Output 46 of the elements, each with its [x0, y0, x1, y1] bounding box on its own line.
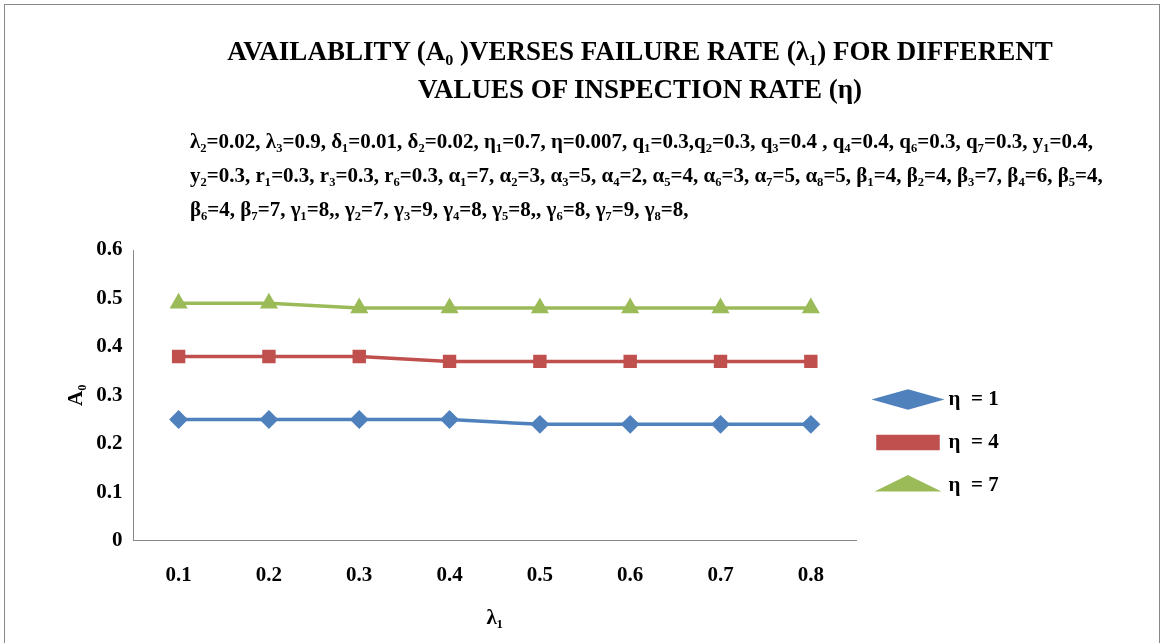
x-axis-title: λ₁ — [486, 604, 504, 629]
legend-label: η = 4 — [948, 428, 1000, 453]
point — [803, 299, 819, 314]
point — [350, 410, 368, 429]
point — [623, 354, 637, 369]
x-tick-label: 0.6 — [617, 561, 644, 586]
point — [621, 415, 639, 434]
point — [441, 299, 458, 314]
x-tick-label: 0.1 — [165, 561, 192, 586]
y-tick-label: 0 — [111, 527, 123, 552]
y-tick-label: 0.1 — [96, 478, 123, 503]
chart-subtitle: λ₂=0.02, λ₃=0.9, δ₁=0.01, δ₂=0.02, η₁=0.7, η=0.007, q₁=0.3,q₂=0.3, q₃=0.4 , q₄=0.4, q₆=0.3, q₇=0.3, y₁=0.4, y₂=0.3, r₁=0.3, r₃=0.3, r₆=0.3, α₁=7, α₂=3, α₃=5, α₄=2, α₅=4, α₆=3, α₇=5, α₈=5, β₁=4, β₂=4, β₃=7, β₄=6, β₅=4, β₆=4, β₇=7, γ₁=8,, γ₂=7, γ₃=9, γ₄=8, γ₅=8,, γ₆=8, γ₇=9, γ₈=8, — [190, 128, 1104, 223]
point — [169, 292, 188, 309]
y-tick-label: 0.2 — [96, 430, 123, 455]
point — [711, 415, 730, 434]
y-tick-label: 0.5 — [96, 284, 123, 309]
x-tick-label: 0.2 — [255, 561, 283, 586]
point — [169, 410, 188, 429]
point — [804, 354, 818, 369]
legend-label: η = 1 — [948, 385, 999, 410]
point — [533, 354, 547, 369]
point — [532, 299, 548, 314]
y-tick-label: 0.3 — [96, 381, 123, 406]
point — [442, 354, 457, 369]
x-tick-label: 0.8 — [797, 561, 824, 586]
point — [352, 349, 366, 364]
y-axis-title: A₀ — [63, 384, 88, 407]
point — [802, 415, 820, 434]
chart-title: AVAILABLITY (A₀ )VERSES FAILURE RATE (λ₁) FOR DIFFERENT VALUES OF INSPECTION RATE (η) — [226, 35, 1054, 106]
point — [440, 410, 459, 429]
point — [351, 299, 368, 314]
y-tick-label: 0.6 — [96, 236, 123, 261]
point — [713, 354, 728, 369]
legend-label: η = 7 — [948, 471, 999, 496]
x-tick-label: 0.4 — [436, 561, 464, 586]
y-tick-label: 0.4 — [96, 333, 123, 358]
x-tick-label: 0.5 — [526, 561, 554, 586]
point — [171, 349, 186, 364]
x-tick-label: 0.7 — [707, 561, 734, 586]
point — [260, 410, 278, 429]
point — [262, 349, 276, 364]
point — [622, 299, 639, 314]
point — [712, 299, 729, 314]
point — [260, 292, 278, 309]
x-tick-label: 0.3 — [346, 561, 373, 586]
point — [531, 415, 549, 434]
